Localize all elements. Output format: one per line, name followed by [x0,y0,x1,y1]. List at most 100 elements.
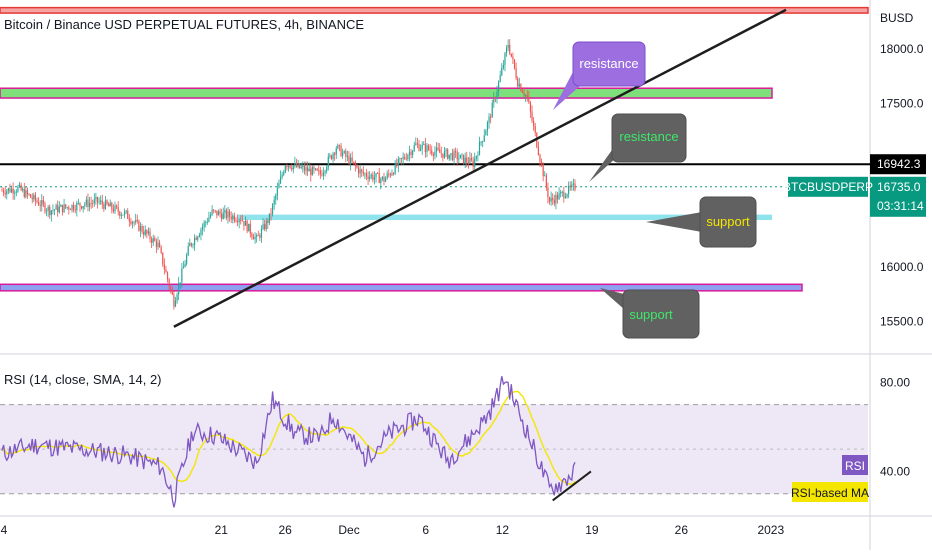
candle [117,201,119,216]
rsi-title: RSI (14, close, SMA, 14, 2) [4,372,162,387]
candle [61,204,64,216]
candle [364,172,366,180]
time-tick-label: Dec [338,523,359,537]
candle [230,211,232,224]
candle [389,172,391,178]
candle [548,196,551,205]
resistance-zone-green [0,87,773,99]
callout-text: resistance [619,129,678,144]
candle [144,225,146,237]
candle [564,192,567,199]
candle [455,147,457,158]
candle [494,96,497,103]
candle [244,216,247,226]
candle [259,233,261,242]
candle [440,146,442,158]
candle [262,218,264,231]
candle [149,227,151,243]
candle [416,138,419,149]
callout-support-upper[interactable]: support [646,196,757,248]
candle [174,296,177,308]
candle [475,155,477,162]
candle [512,52,514,65]
candle [10,185,13,194]
candle [316,167,318,172]
candle [60,203,62,208]
candle [450,153,452,161]
candle [485,129,487,136]
candle [17,184,19,193]
candle [256,233,258,243]
candle [141,223,143,235]
candle [276,182,278,201]
candle [418,140,420,152]
candle [165,265,167,273]
candle [346,150,348,162]
candle [542,162,544,182]
ascending-trendline[interactable] [173,8,787,328]
candle [462,154,465,165]
candle [517,76,519,88]
candle [299,162,301,169]
candle [45,208,48,217]
candle [373,171,376,185]
candle [504,51,506,72]
candle [447,148,449,160]
rsi-badge: RSI [842,455,868,475]
candle [470,153,473,162]
candle [122,214,124,216]
callout-support-lower[interactable]: support [600,288,700,339]
candle [240,215,242,225]
candle [249,220,251,238]
candle [534,122,536,137]
candle [219,208,221,218]
callout-resistance-mid[interactable]: resistance [589,113,687,182]
candle [555,191,557,210]
candle [287,165,290,172]
candle [533,117,535,131]
candle [461,153,463,160]
candle [351,151,353,163]
price-axis[interactable]: BUSD 18000.0 17500.0 16000.0 15500.0 16942.… [783,11,926,328]
candle [483,129,485,143]
candle [179,282,181,289]
candle [445,148,447,158]
callout-resistance-top[interactable]: resistance [553,41,646,110]
candle [412,149,414,159]
candle [213,208,215,214]
candle [112,204,115,214]
candle [362,166,364,177]
support-zone-cyan [238,214,772,221]
candle [342,148,344,159]
time-axis[interactable]: 4 21 26 Dec 6 12 19 26 2023 [1,523,785,537]
candle [216,210,218,219]
candle [330,154,333,161]
candle [155,238,157,254]
candle [267,218,269,230]
rsi-divergence-line[interactable] [552,470,592,502]
candle [173,291,175,310]
candle [332,151,334,163]
candle [152,234,154,247]
candle [143,226,145,239]
candle [123,208,126,219]
candle [297,159,299,169]
price-tick-label: 18000.0 [880,42,924,56]
candle [525,93,527,102]
rsi-axis: 80.00 40.00 [880,375,910,478]
candle [380,177,382,190]
candle [236,214,239,227]
candle [36,197,38,204]
candle [486,120,489,136]
candle [391,169,393,177]
candle [23,182,25,199]
candle [85,196,87,208]
candle [49,204,51,219]
candle [170,285,172,294]
candle [459,154,462,159]
candle [189,238,191,247]
candle [480,140,482,146]
candle [539,153,541,167]
candle [147,227,150,236]
candle [488,113,490,129]
